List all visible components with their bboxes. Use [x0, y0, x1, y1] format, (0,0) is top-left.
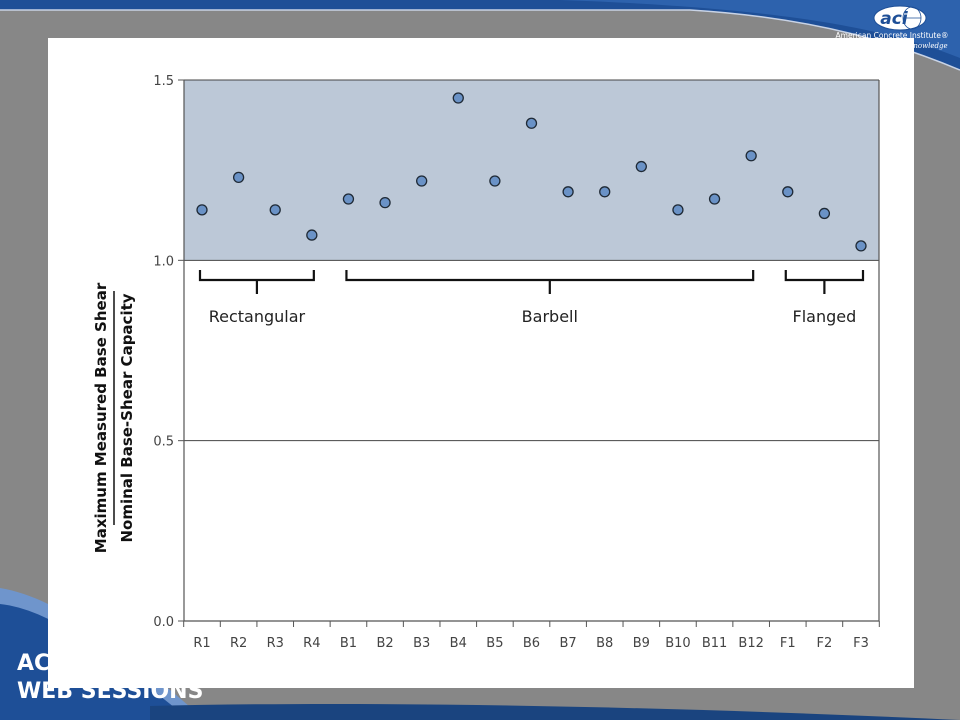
brand-title-line2: WEB SESSIONS [17, 679, 204, 704]
group-bracket [198, 270, 315, 294]
x-tick-label: F2 [817, 636, 833, 651]
data-point [562, 186, 574, 198]
x-tick-label: F1 [780, 636, 796, 651]
data-point [416, 175, 428, 187]
logo-mark-text: aci [880, 9, 909, 29]
y-axis-label-denominator: Nominal Base-Shear Capacity [118, 293, 136, 542]
x-tick-label: R4 [303, 636, 320, 651]
logo-name: American Concrete Institute® [835, 31, 949, 40]
data-point [745, 150, 757, 162]
group-label: Rectangular [209, 307, 306, 326]
data-point [708, 193, 721, 205]
aci-globe-icon: aci [873, 5, 927, 31]
group-bracket [345, 270, 755, 294]
x-tick-label: B1 [340, 636, 357, 651]
data-point [306, 229, 318, 241]
shaded-band [184, 80, 879, 261]
top-banner-edge [0, 9, 960, 71]
brand-title: ACI WEB SESSIONS [17, 650, 203, 706]
x-tick-label: B8 [596, 636, 613, 651]
x-tick-label: B6 [523, 636, 540, 651]
logo-tagline: Advancing concrete knowledge [836, 42, 948, 50]
x-tick-label: B11 [702, 636, 727, 651]
top-banner-highlight [560, 0, 960, 58]
x-tick-label: B7 [560, 636, 577, 651]
data-point [818, 207, 831, 220]
y-tick-label: 1.0 [153, 254, 174, 269]
x-tick-label: B4 [450, 636, 467, 651]
bottom-banner-dark [150, 703, 960, 720]
data-point [599, 186, 611, 198]
x-tick-label: R3 [267, 636, 284, 651]
y-axis-label-numerator: Maximum Measured Base Shear [92, 282, 110, 553]
aci-logo: aci American Concrete Institute® Advanci… [832, 2, 952, 60]
brand-title-line1: ACI [17, 651, 59, 676]
data-point [379, 196, 391, 209]
x-tick-label: B2 [376, 636, 393, 651]
y-tick-label: 0.5 [153, 435, 174, 450]
x-tick-label: B5 [486, 636, 503, 651]
group-label: Barbell [522, 307, 578, 326]
data-point [342, 193, 355, 205]
x-tick-label: B3 [413, 636, 430, 651]
data-point [489, 175, 501, 187]
y-tick-label: 0.0 [153, 615, 174, 630]
x-tick-label: B12 [738, 636, 763, 651]
x-tick-label: R1 [193, 636, 210, 651]
x-tick-label: F3 [853, 636, 869, 651]
x-tick-label: R2 [230, 636, 247, 651]
data-point [269, 204, 281, 216]
x-tick-label: B10 [665, 636, 690, 651]
y-axis-label: Maximum Measured Base Shear Nominal Base… [92, 282, 136, 553]
y-tick-label: 1.5 [153, 74, 174, 89]
data-point [672, 204, 684, 216]
data-point [782, 186, 794, 198]
scatter-chart: 0.0 0.5 1.0 1.5 R1 R2 R3 R4 B1 B2 B3 B4 B5 B6 B7 B8 B9 B… [48, 38, 914, 688]
data-point [855, 240, 867, 252]
data-point [452, 92, 464, 104]
data-point [525, 117, 538, 129]
group-label: Flanged [793, 307, 857, 326]
chart-panel: 0.0 0.5 1.0 1.5 R1 R2 R3 R4 B1 B2 B3 B4 B5 B6 B7 B8 B9 B… [48, 38, 914, 688]
group-bracket [784, 270, 865, 294]
data-point [635, 160, 647, 173]
data-point [196, 204, 208, 216]
data-point [232, 171, 245, 184]
x-tick-label: B9 [633, 636, 650, 651]
